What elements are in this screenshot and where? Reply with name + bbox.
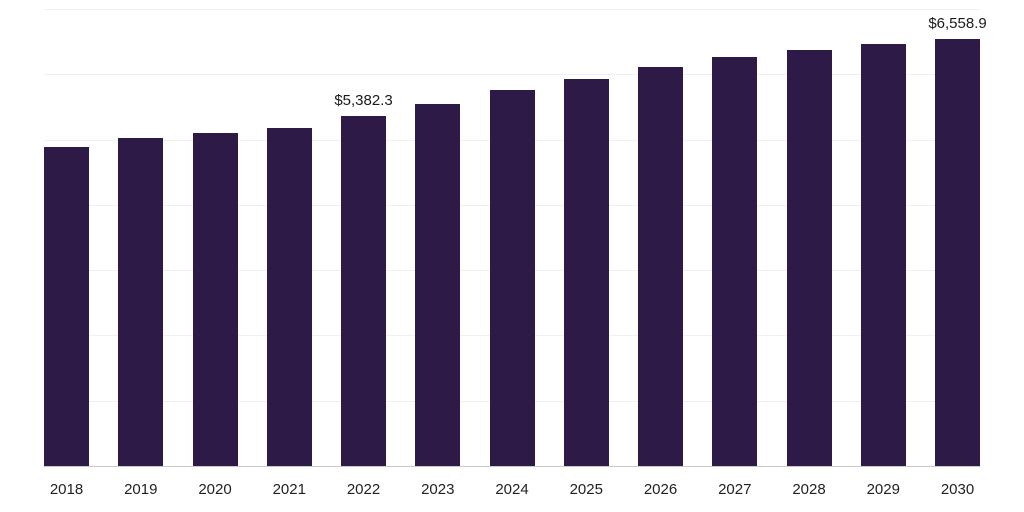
x-tick-2025: 2025: [569, 481, 603, 498]
bars: $5,382.3 $6,558.9: [44, 10, 987, 467]
bar-slot-2022: $5,382.3: [334, 10, 393, 467]
x-tick-2026: 2026: [643, 481, 678, 498]
bar-2019: [118, 137, 164, 467]
x-tick-2023: 2023: [421, 481, 455, 498]
x-tick-2021: 2021: [272, 481, 306, 498]
gridline: [44, 74, 980, 76]
x-tick-2028: 2028: [792, 481, 826, 498]
bar-slot-2023: [415, 10, 461, 467]
bar-2025: [563, 78, 609, 467]
x-tick-2020: 2020: [198, 481, 232, 498]
bar-2024: [489, 90, 535, 467]
x-tick-2024: 2024: [495, 481, 529, 498]
bar-2020: [192, 133, 238, 467]
bar-slot-2030: $6,558.9: [928, 10, 987, 467]
bar-2028: [786, 50, 832, 467]
x-tick-2029: 2029: [866, 481, 900, 498]
bar-2026: [638, 67, 683, 467]
x-tick-2018: 2018: [49, 481, 84, 498]
x-tick-2022: 2022: [346, 481, 381, 498]
x-tick-2027: 2027: [718, 481, 752, 498]
x-axis-line: [44, 466, 980, 467]
bar-slot-2018: [44, 10, 89, 467]
bar-slot-2019: [118, 10, 164, 467]
bar-2023: [415, 104, 461, 467]
bar-slot-2020: [192, 10, 238, 467]
x-tick-2019: 2019: [124, 481, 158, 498]
bar-2030: [935, 38, 980, 467]
plot-area: $5,382.3 $6,558.9: [44, 9, 987, 467]
bar-slot-2021: [266, 10, 312, 467]
bar-2018: [44, 147, 89, 467]
gridline: [44, 9, 980, 10]
bar-2027: [712, 57, 758, 467]
bar-slot-2028: [786, 10, 832, 467]
bar-2021: [266, 127, 312, 467]
bar-slot-2025: [563, 10, 609, 467]
bar-slot-2027: [712, 10, 758, 467]
bar-2029: [860, 43, 906, 467]
bar-2022: [341, 115, 386, 467]
bar-slot-2026: [638, 10, 683, 467]
bar-value-label-2022: $5,382.3: [334, 91, 393, 109]
x-tick-2030: 2030: [940, 481, 975, 498]
bar-slot-2029: [860, 10, 906, 467]
bar-value-label-2030: $6,558.9: [928, 14, 987, 32]
x-axis-labels: 2018 2019 2020 2021 2022 2023 2024 2025 2026 2027…: [44, 467, 980, 512]
bar-slot-2024: [489, 10, 535, 467]
